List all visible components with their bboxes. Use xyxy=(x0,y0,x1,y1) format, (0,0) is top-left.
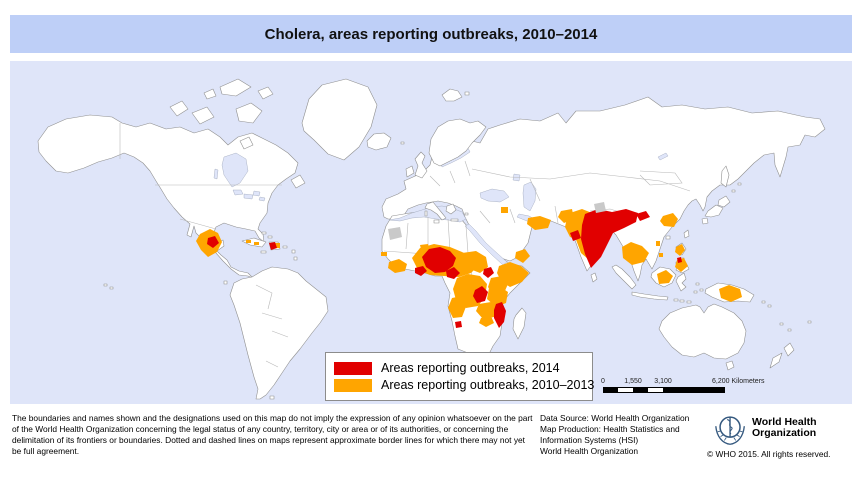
lake-baikal xyxy=(657,152,669,161)
scale-bar-segment xyxy=(618,388,633,392)
scale-end-label: 6,200 Kilometers xyxy=(712,378,765,385)
legend-label-2010-2013: Areas reporting outbreaks, 2010–2013 xyxy=(381,378,595,392)
landmass-sri-lanka xyxy=(590,272,598,283)
disputed-western-sahara xyxy=(388,227,402,240)
information-systems-line: Information Systems (HSI) xyxy=(540,435,639,445)
data-source-line: Data Source: World Health Organization xyxy=(540,413,690,423)
landmass-eurasia xyxy=(381,96,826,282)
landmass-madagascar xyxy=(512,307,527,340)
map-production-line: Map Production: Health Statistics and xyxy=(540,424,680,434)
who-logo-text: World Health Organization xyxy=(752,417,817,439)
disputed-areas xyxy=(388,202,606,240)
who-line: World Health Organization xyxy=(540,446,639,456)
black-sea xyxy=(479,188,510,203)
legend-item-2014: Areas reporting outbreaks, 2014 xyxy=(334,361,584,375)
landmass-iceland xyxy=(366,132,405,151)
landmasses-over-water xyxy=(424,118,487,224)
data-source-block: Data Source: World Health Organization M… xyxy=(540,413,710,457)
landmass-svalbard xyxy=(441,88,470,102)
scale-tick-3100: 3,100 xyxy=(654,378,672,385)
map-title-banner: Cholera, areas reporting outbreaks, 2010… xyxy=(10,15,852,53)
scale-tick-0: 0 xyxy=(601,378,605,385)
scale-tick-1550: 1,550 xyxy=(624,378,642,385)
disputed-kashmir xyxy=(594,202,606,213)
who-logo-icon xyxy=(715,416,745,445)
legend-item-2010-2013: Areas reporting outbreaks, 2010–2013 xyxy=(334,378,594,392)
map-legend: Areas reporting outbreaks, 2014 Areas re… xyxy=(325,352,594,401)
world-map xyxy=(10,61,852,404)
landmass-australia xyxy=(658,303,747,371)
outbreak-areas-2014 xyxy=(207,209,682,328)
who-logo-text-line1: World Health xyxy=(752,416,817,428)
legend-label-2014: Areas reporting outbreaks, 2014 xyxy=(381,361,560,375)
boundaries-disclaimer: The boundaries and names shown and the d… xyxy=(12,413,533,456)
landmass-greenland xyxy=(301,78,378,161)
landmass-greece xyxy=(445,203,469,222)
landmass-caribbean xyxy=(103,231,298,290)
landmass-new-zealand xyxy=(769,342,795,369)
legend-swatch-2010-2013 xyxy=(334,378,372,392)
scale-bar xyxy=(603,387,725,393)
landmass-scandinavia xyxy=(428,118,487,167)
map-area xyxy=(10,61,852,404)
landmass-uk-ireland xyxy=(405,151,428,179)
scale-bar-segment xyxy=(648,388,663,392)
landmass-italy xyxy=(424,201,447,224)
landmass-south-america xyxy=(223,266,329,400)
landmass-japan-east-asia-islands xyxy=(665,165,742,240)
great-lakes xyxy=(213,168,266,202)
landmass-arctic-islands xyxy=(169,78,306,189)
hudson-bay xyxy=(221,152,249,188)
legend-swatch-2014 xyxy=(334,361,372,375)
copyright-notice: © WHO 2015. All rights reserved. xyxy=(707,449,831,459)
who-logo-text-line2: Organization xyxy=(752,427,817,439)
page-title: Cholera, areas reporting outbreaks, 2010… xyxy=(264,25,598,43)
